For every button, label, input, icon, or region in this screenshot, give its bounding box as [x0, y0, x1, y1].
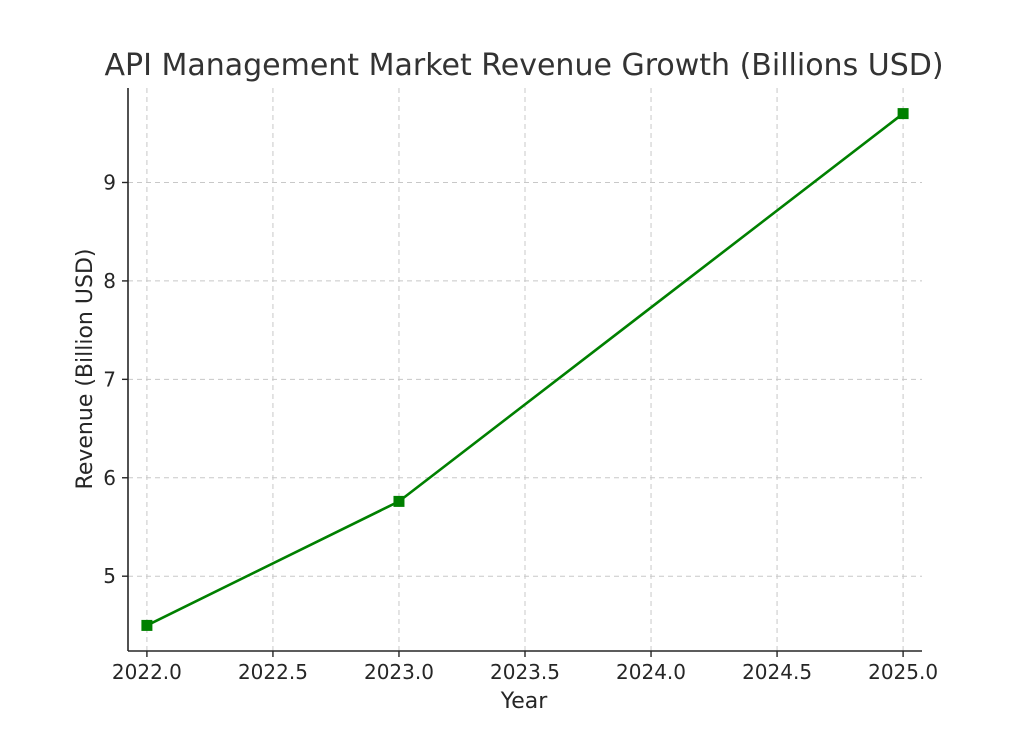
x-tick-label: 2023.5: [490, 660, 560, 684]
x-tick-label: 2022.0: [112, 660, 182, 684]
x-tick-label: 2024.5: [742, 660, 812, 684]
data-point-marker: [393, 495, 405, 507]
x-tick-label: 2025.0: [868, 660, 938, 684]
y-tick-label: 7: [103, 367, 116, 391]
y-tick-label: 6: [103, 466, 116, 490]
y-axis-label: Revenue (Billion USD): [73, 249, 98, 490]
y-tick-label: 8: [103, 269, 116, 293]
series: [141, 108, 909, 631]
x-tick-label: 2023.0: [364, 660, 434, 684]
data-point-marker: [897, 108, 909, 120]
y-tick-label: 9: [103, 170, 116, 194]
y-tick-label: 5: [103, 564, 116, 588]
chart-title: API Management Market Revenue Growth (Bi…: [104, 48, 943, 83]
x-tick-label: 2024.0: [616, 660, 686, 684]
grid: [128, 88, 922, 651]
data-point-marker: [141, 619, 153, 631]
x-axis-label: Year: [500, 689, 549, 714]
ticks: 2022.0 2022.5 2023.0 2023.5 2024.0 2024.5 2025…: [103, 170, 938, 684]
x-tick-label: 2022.5: [238, 660, 308, 684]
